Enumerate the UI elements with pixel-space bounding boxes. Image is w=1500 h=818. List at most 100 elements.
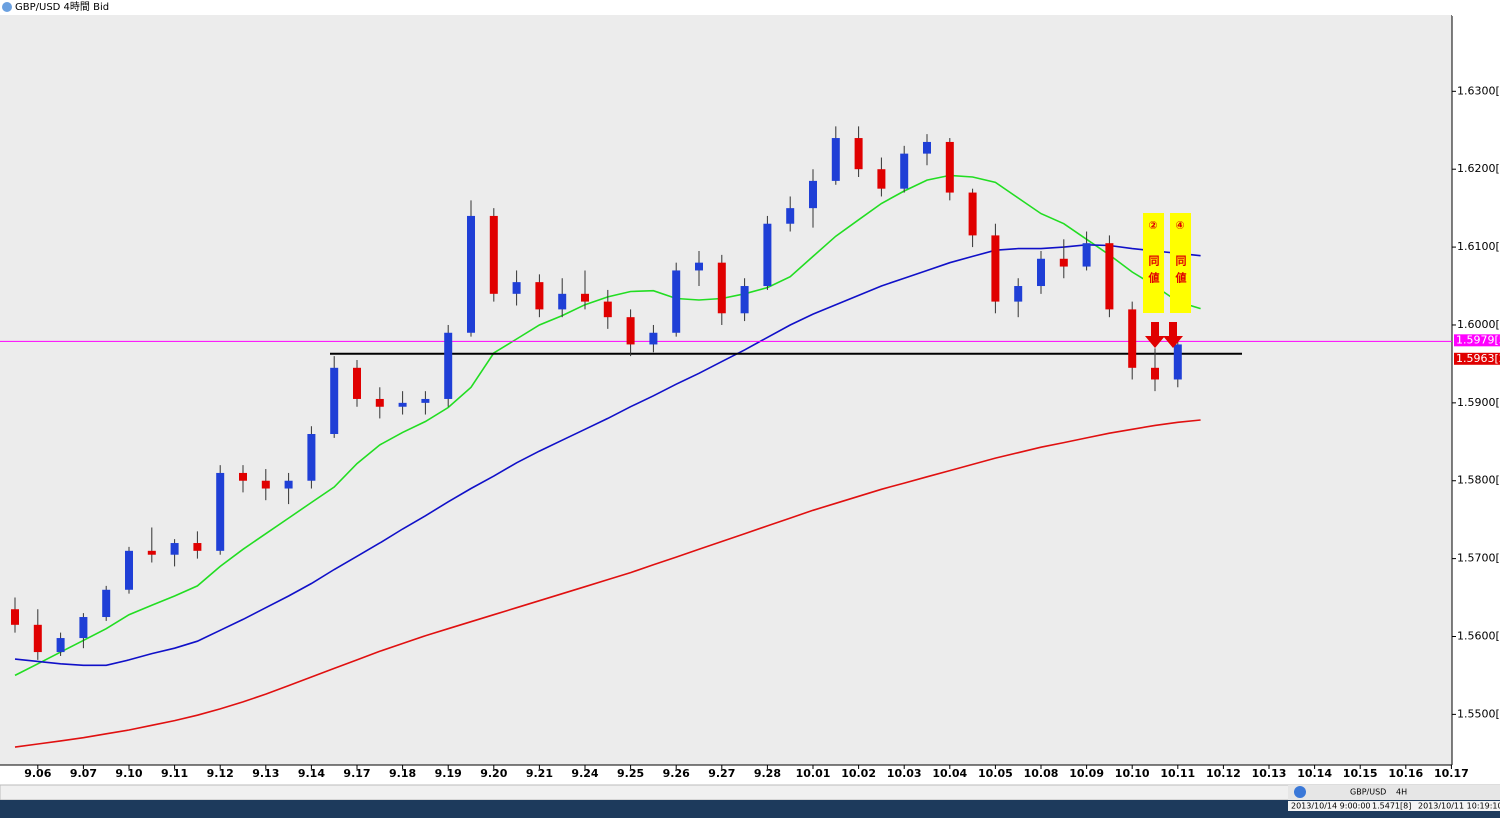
candle-body bbox=[239, 472, 247, 481]
candle-body bbox=[535, 282, 544, 310]
candle-body bbox=[786, 208, 795, 224]
x-tick-label: 10.17 bbox=[1434, 767, 1469, 780]
status-server-time: 2013/10/11 10:19:10 bbox=[1418, 802, 1500, 811]
candle-body bbox=[1128, 309, 1137, 368]
candle-body bbox=[1014, 286, 1023, 302]
candle-body bbox=[512, 282, 521, 294]
x-tick-label: 10.02 bbox=[841, 767, 876, 780]
candle-body bbox=[717, 262, 726, 314]
x-tick-label: 9.28 bbox=[754, 767, 781, 780]
candle-body bbox=[467, 215, 475, 333]
candle-body bbox=[1037, 258, 1045, 287]
plot-bg bbox=[0, 15, 1452, 765]
x-tick-label: 9.07 bbox=[70, 767, 97, 780]
candle-body bbox=[831, 138, 840, 181]
x-tick-label: 10.01 bbox=[796, 767, 831, 780]
moving-average-line bbox=[14, 243, 1201, 667]
candle-body bbox=[330, 367, 339, 435]
x-tick-label: 9.19 bbox=[435, 767, 462, 780]
y-tick-label: 1.6200[0 bbox=[1457, 162, 1500, 175]
x-tick-label: 10.08 bbox=[1024, 767, 1059, 780]
candle-body bbox=[740, 286, 749, 314]
y-tick-label: 1.5500[0 bbox=[1457, 707, 1500, 720]
candle-body bbox=[1059, 258, 1068, 267]
candle-body bbox=[626, 317, 635, 345]
candle-body bbox=[398, 402, 407, 407]
candle-body bbox=[102, 589, 111, 618]
x-tick-label: 10.16 bbox=[1388, 767, 1423, 780]
window-icon bbox=[2, 2, 12, 12]
window-title: GBP/USD 4時間 Bid bbox=[15, 1, 109, 13]
status-info bbox=[1288, 801, 1500, 811]
arrows bbox=[1145, 322, 1183, 348]
x-tick-label: 9.25 bbox=[617, 767, 644, 780]
price-label-box bbox=[1454, 334, 1500, 347]
x-tick-label: 9.14 bbox=[298, 767, 325, 780]
candle-body bbox=[33, 624, 42, 653]
x-tick-label: 9.10 bbox=[115, 767, 142, 780]
y-tick-label: 1.5900[0 bbox=[1457, 396, 1500, 409]
candle-body bbox=[147, 550, 156, 555]
x-tick-label: 9.18 bbox=[389, 767, 416, 780]
x-tick-label: 10.11 bbox=[1160, 767, 1195, 780]
y-tick-label: 1.6100[0 bbox=[1457, 240, 1500, 253]
price-label: 1.5963[2 bbox=[1456, 352, 1500, 365]
candle-body bbox=[193, 543, 202, 551]
candle-body bbox=[444, 332, 453, 399]
arrow bbox=[1163, 322, 1183, 348]
x-tick-label: 9.21 bbox=[526, 767, 553, 780]
candle-body bbox=[1173, 344, 1182, 380]
price-label: 1.5979[5 bbox=[1456, 333, 1500, 346]
candle-body bbox=[968, 192, 977, 236]
x-tick-label: 9.11 bbox=[161, 767, 188, 780]
annotation-box bbox=[1170, 213, 1191, 313]
annotation-number: ④ bbox=[1175, 219, 1184, 232]
status-timeframe[interactable]: 4H bbox=[1396, 788, 1407, 797]
annotation-text: 同値 bbox=[1147, 255, 1161, 289]
candle-body bbox=[695, 262, 703, 271]
y-tick-label: 1.5600[0 bbox=[1457, 629, 1500, 642]
candle-body bbox=[923, 141, 931, 154]
candle-body bbox=[216, 472, 225, 551]
candle-body bbox=[581, 293, 589, 302]
x-tick-label: 9.12 bbox=[207, 767, 234, 780]
candle-body bbox=[945, 141, 954, 193]
status-cursor-price: 1.5471[8] bbox=[1372, 802, 1411, 811]
annotation-text: 同値 bbox=[1174, 255, 1188, 289]
candle-body bbox=[603, 301, 612, 318]
taskbar bbox=[0, 800, 1500, 818]
candle-body bbox=[421, 398, 430, 403]
price-label-box bbox=[1454, 352, 1500, 365]
candle-body bbox=[11, 609, 19, 625]
candle-body bbox=[854, 138, 863, 170]
candle-body bbox=[284, 480, 293, 489]
candle-body bbox=[809, 180, 817, 209]
axis-corner bbox=[1452, 0, 1500, 16]
candle-body bbox=[79, 617, 88, 639]
x-tick-label: 10.10 bbox=[1115, 767, 1150, 780]
x-tick-label: 9.06 bbox=[24, 767, 51, 780]
plot: ② 同値 ④ 同値 bbox=[0, 126, 1452, 748]
status-panel bbox=[1288, 785, 1500, 800]
annotation-number: ② bbox=[1148, 219, 1157, 232]
candle-body bbox=[307, 434, 316, 481]
candle-body bbox=[375, 398, 384, 407]
status-icon[interactable] bbox=[1294, 786, 1306, 798]
status-symbol[interactable]: GBP/USD bbox=[1350, 788, 1386, 797]
candle-body bbox=[877, 169, 886, 189]
arrow bbox=[1145, 322, 1165, 348]
candle-body bbox=[649, 332, 658, 345]
scrollbar[interactable] bbox=[0, 784, 1500, 801]
candle-body bbox=[900, 153, 909, 189]
candle-body bbox=[991, 235, 1000, 302]
x-tick-label: 9.17 bbox=[343, 767, 370, 780]
candle-body bbox=[125, 550, 133, 590]
x-tick-label: 9.13 bbox=[252, 767, 279, 780]
candle-body bbox=[489, 215, 498, 294]
annotation-box bbox=[1143, 213, 1164, 313]
x-tick-label: 10.04 bbox=[932, 767, 967, 780]
x-tick-label: 10.03 bbox=[887, 767, 922, 780]
x-tick-label: 10.09 bbox=[1069, 767, 1104, 780]
